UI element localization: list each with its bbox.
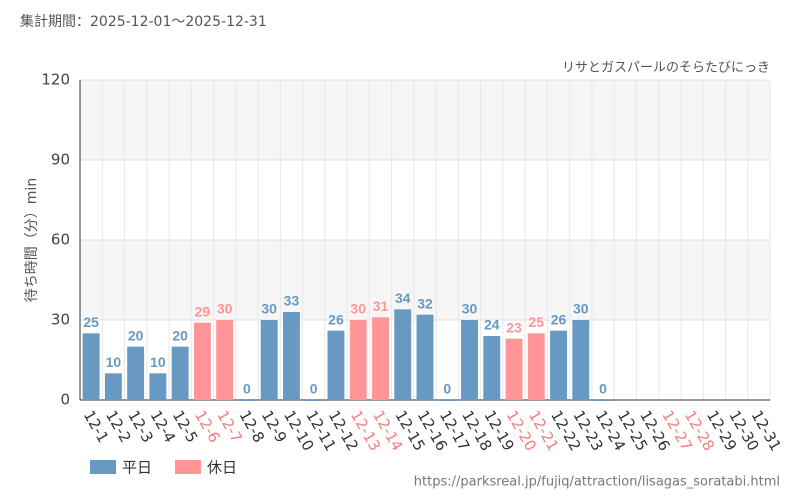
value-label: 20 — [128, 327, 144, 343]
bar — [216, 320, 234, 400]
value-label: 30 — [573, 301, 589, 317]
source: https://parksreal.jp/fujiq/attraction/li… — [414, 475, 780, 490]
bar — [282, 312, 300, 400]
y-tick-label: 0 — [60, 391, 70, 409]
bar — [594, 400, 612, 401]
value-label: 30 — [217, 301, 233, 317]
value-label: 26 — [551, 311, 567, 327]
value-label: 10 — [150, 354, 166, 370]
plot-band — [80, 240, 770, 320]
value-label: 29 — [195, 303, 211, 319]
value-label: 25 — [83, 314, 99, 330]
legend-swatch — [175, 460, 201, 474]
value-label: 32 — [417, 295, 433, 311]
bar — [171, 346, 189, 400]
value-label: 25 — [529, 314, 545, 330]
plot-band — [80, 80, 770, 160]
y-tick-label: 60 — [51, 231, 70, 249]
value-label: 30 — [261, 301, 277, 317]
subtitle: 集計期間：2025-12-01～2025-12-31 — [20, 13, 267, 30]
y-tick-label: 90 — [51, 151, 70, 169]
value-label: 30 — [350, 301, 366, 317]
bar — [372, 317, 389, 400]
bar — [327, 330, 345, 400]
bar — [505, 338, 523, 400]
bar — [349, 320, 367, 400]
value-label: 20 — [172, 327, 188, 343]
bar — [394, 309, 412, 400]
annotation: リサとガスパールのそらたびにっき — [562, 61, 770, 76]
bar — [572, 320, 590, 400]
bar — [416, 314, 434, 400]
bar — [305, 400, 323, 401]
bar — [104, 373, 122, 400]
y-axis-label: 待ち時間（分）min — [24, 178, 40, 302]
bar — [483, 336, 501, 400]
bar — [238, 400, 256, 401]
bar — [438, 400, 456, 401]
bar — [82, 333, 100, 400]
bar — [527, 333, 545, 400]
value-label: 0 — [443, 381, 451, 397]
bar — [260, 320, 278, 400]
value-label: 31 — [373, 298, 389, 314]
legend-swatch — [90, 460, 116, 474]
value-label: 23 — [506, 319, 522, 335]
bar — [550, 330, 568, 400]
value-label: 33 — [284, 293, 300, 309]
bar — [127, 346, 145, 400]
legend-label: 休日 — [207, 459, 237, 477]
value-label: 0 — [310, 381, 318, 397]
bar — [193, 322, 211, 400]
value-label: 26 — [328, 311, 344, 327]
value-label: 24 — [484, 317, 500, 333]
value-label: 0 — [243, 381, 251, 397]
bar — [461, 320, 478, 400]
value-label: 10 — [106, 354, 122, 370]
y-tick-label: 120 — [41, 71, 70, 89]
value-label: 30 — [462, 301, 478, 317]
y-tick-label: 30 — [51, 311, 70, 329]
value-label: 34 — [395, 290, 411, 306]
value-label: 0 — [599, 381, 607, 397]
bar — [149, 373, 167, 400]
legend-label: 平日 — [122, 459, 152, 477]
